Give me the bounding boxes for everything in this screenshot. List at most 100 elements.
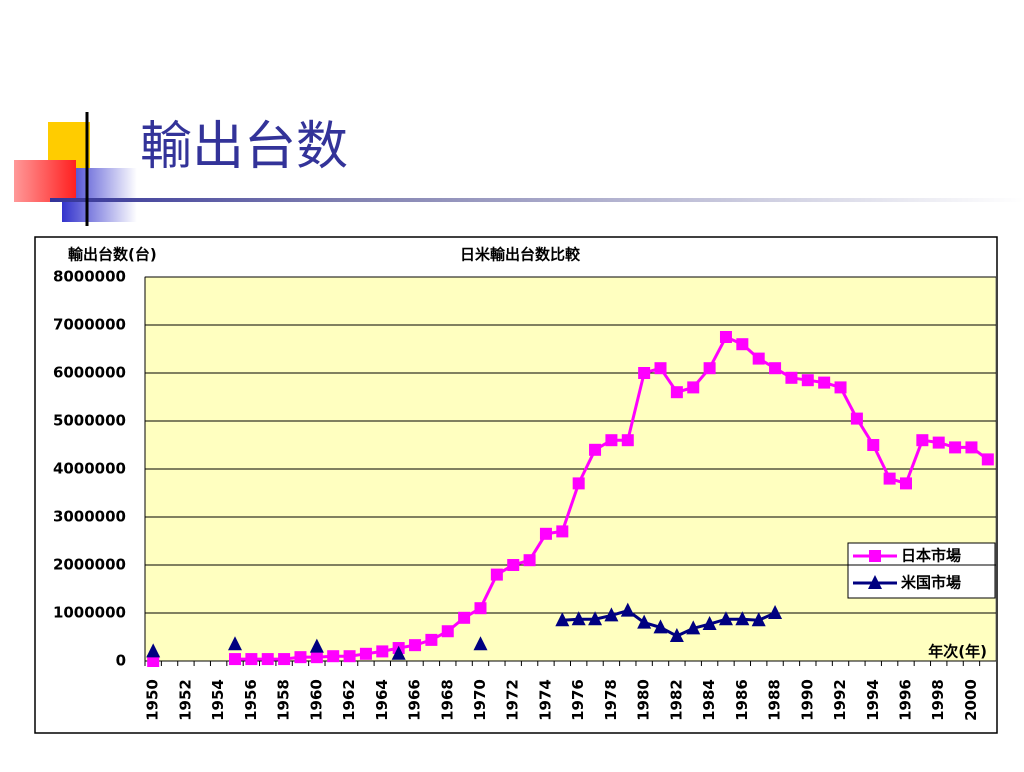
y-tick-label: 2000000 (53, 556, 126, 574)
data-point (458, 611, 471, 624)
data-point (637, 614, 652, 629)
y-tick-label: 1000000 (53, 604, 126, 622)
x-tick-label: 1996 (896, 679, 914, 721)
data-point (229, 653, 242, 666)
data-point (507, 559, 520, 571)
data-point (736, 338, 749, 351)
x-tick-label: 1992 (831, 679, 849, 721)
x-tick-label: 1950 (144, 679, 162, 721)
x-tick-label: 1998 (929, 679, 947, 721)
data-point (425, 633, 438, 646)
data-point (735, 611, 750, 626)
data-point (376, 645, 389, 658)
y-tick-label: 0 (116, 652, 126, 670)
data-point (261, 653, 274, 666)
y-tick-label: 6000000 (53, 364, 126, 382)
data-point (146, 643, 161, 658)
data-point (441, 625, 454, 638)
x-tick-label: 1958 (275, 679, 293, 721)
data-point (571, 611, 586, 626)
data-point (147, 655, 160, 667)
data-point (785, 371, 798, 384)
x-tick-label: 1962 (340, 679, 358, 721)
chart-title: 日米輸出台数比較 (460, 246, 581, 264)
x-tick-label: 1960 (307, 679, 325, 721)
data-point (523, 554, 536, 567)
data-point (686, 620, 701, 635)
x-tick-label: 1966 (406, 679, 424, 721)
data-point (310, 651, 323, 664)
x-tick-label: 1974 (536, 679, 554, 721)
data-point (752, 352, 765, 365)
data-point (327, 650, 340, 663)
title-rule (50, 198, 1024, 202)
data-point (883, 472, 896, 485)
data-point (702, 616, 717, 631)
data-point (916, 434, 929, 447)
data-point (718, 611, 733, 626)
x-axis-label: 年次(年) (928, 643, 987, 661)
x-tick-label: 1968 (438, 679, 456, 721)
data-point (687, 381, 700, 394)
x-tick-label: 1994 (864, 679, 882, 721)
data-point (556, 525, 569, 538)
data-point (490, 568, 503, 581)
x-tick-label: 1964 (373, 679, 391, 721)
data-point (359, 647, 372, 660)
data-point (473, 636, 488, 651)
x-tick-label: 1954 (209, 679, 227, 721)
x-tick-label: 1972 (504, 679, 522, 721)
data-point (981, 453, 994, 466)
data-point (834, 381, 847, 394)
data-point (604, 607, 619, 622)
x-tick-label: 1988 (766, 679, 784, 721)
x-tick-label: 1990 (798, 679, 816, 721)
data-point (228, 636, 243, 651)
x-tick-label: 1982 (667, 679, 685, 721)
data-point (670, 386, 683, 399)
data-point (555, 612, 570, 627)
data-point (949, 441, 962, 454)
data-point (391, 645, 406, 660)
y-tick-label: 5000000 (53, 412, 126, 430)
x-tick-label: 1984 (700, 679, 718, 721)
data-point (294, 651, 307, 664)
y-tick-label: 7000000 (53, 316, 126, 334)
y-axis-label: 輸出台数(台) (68, 246, 157, 264)
data-point (965, 441, 978, 454)
data-point (899, 477, 912, 490)
data-point (751, 612, 766, 627)
legend-marker (869, 550, 881, 562)
data-point (620, 602, 635, 617)
x-tick-label: 2000 (962, 679, 980, 721)
data-point (409, 639, 422, 652)
x-tick-label: 1970 (471, 679, 489, 721)
data-point (867, 439, 880, 451)
data-point (850, 412, 863, 425)
data-point (278, 653, 291, 666)
data-point (605, 434, 618, 447)
data-point (669, 628, 684, 643)
data-point (703, 362, 716, 375)
data-point (309, 638, 324, 653)
x-tick-label: 1952 (176, 679, 194, 721)
data-point (653, 619, 668, 634)
deco-red (14, 160, 76, 202)
data-point (539, 527, 552, 540)
data-point (572, 477, 585, 490)
x-tick-label: 1980 (635, 679, 653, 721)
legend-label: 米国市場 (901, 574, 961, 592)
y-tick-label: 3000000 (53, 508, 126, 526)
data-point (621, 434, 634, 447)
legend-label: 日本市場 (901, 547, 961, 565)
data-point (343, 650, 356, 663)
data-point (818, 376, 831, 389)
data-point (654, 362, 667, 375)
data-point (801, 374, 814, 387)
x-tick-label: 1976 (569, 679, 587, 721)
y-tick-label: 8000000 (53, 268, 126, 286)
data-point (768, 605, 783, 619)
data-point (474, 602, 487, 615)
